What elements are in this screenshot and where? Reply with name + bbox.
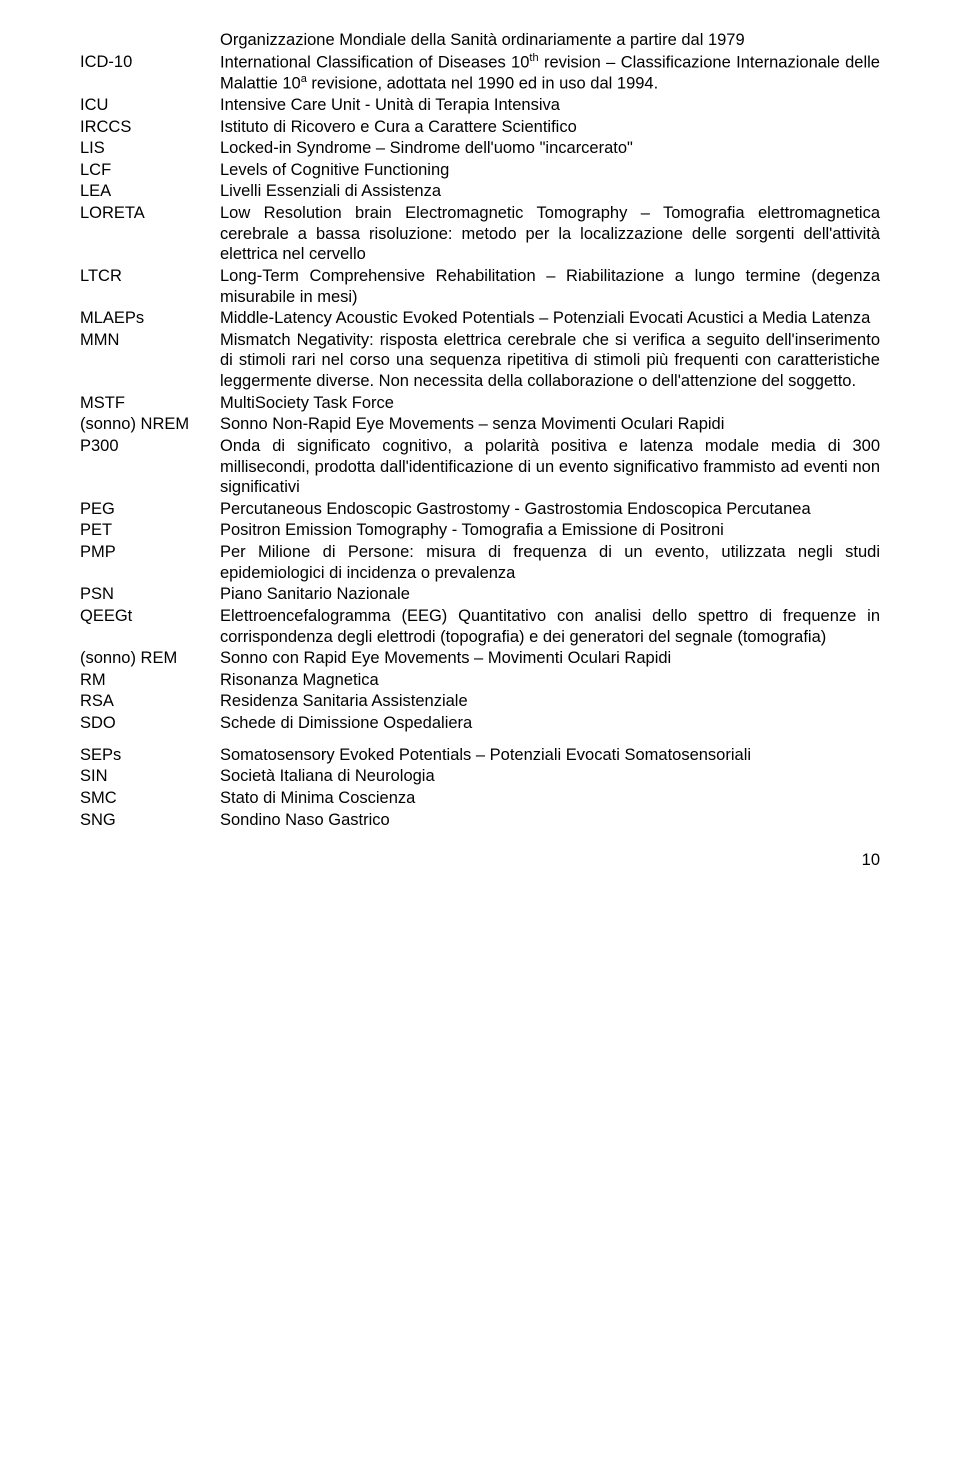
glossary-definition: Piano Sanitario Nazionale — [220, 584, 880, 605]
glossary-definition: Intensive Care Unit - Unità di Terapia I… — [220, 95, 880, 116]
glossary-definition: Long-Term Comprehensive Rehabilitation –… — [220, 266, 880, 307]
glossary-row: LORETALow Resolution brain Electromagnet… — [80, 203, 880, 265]
glossary-definition: Levels of Cognitive Functioning — [220, 160, 880, 181]
glossary-row: LEALivelli Essenziali di Assistenza — [80, 181, 880, 202]
glossary-term: MMN — [80, 330, 220, 351]
glossary-term: LIS — [80, 138, 220, 159]
glossary-row: PEGPercutaneous Endoscopic Gastrostomy -… — [80, 499, 880, 520]
glossary-row: SMCStato di Minima Coscienza — [80, 788, 880, 809]
glossary-row: (sonno) REMSonno con Rapid Eye Movements… — [80, 648, 880, 669]
glossary-row: LCFLevels of Cognitive Functioning — [80, 160, 880, 181]
glossary-term: LEA — [80, 181, 220, 202]
glossary-definition: Somatosensory Evoked Potentials – Potenz… — [220, 745, 880, 766]
glossary-definition: MultiSociety Task Force — [220, 393, 880, 414]
glossary-row: P300Onda di significato cognitivo, a pol… — [80, 436, 880, 498]
glossary-term: SDO — [80, 713, 220, 734]
glossary-definition: International Classification of Diseases… — [220, 52, 880, 94]
glossary-definition: Low Resolution brain Electromagnetic Tom… — [220, 203, 880, 265]
glossary-row: MLAEPsMiddle-Latency Acoustic Evoked Pot… — [80, 308, 880, 329]
glossary-definition: Percutaneous Endoscopic Gastrostomy - Ga… — [220, 499, 880, 520]
glossary-term: SMC — [80, 788, 220, 809]
glossary-definition: Locked-in Syndrome – Sindrome dell'uomo … — [220, 138, 880, 159]
glossary-term: SEPs — [80, 745, 220, 766]
glossary-row: LTCRLong-Term Comprehensive Rehabilitati… — [80, 266, 880, 307]
glossary-definition: Positron Emission Tomography - Tomografi… — [220, 520, 880, 541]
glossary-row: SDOSchede di Dimissione Ospedaliera — [80, 713, 880, 734]
page-number: 10 — [80, 850, 880, 871]
glossary-definition: Livelli Essenziali di Assistenza — [220, 181, 880, 202]
glossary-term: P300 — [80, 436, 220, 457]
glossary-row: PMPPer Milione di Persone: misura di fre… — [80, 542, 880, 583]
glossary-list: Organizzazione Mondiale della Sanità ord… — [80, 30, 880, 830]
glossary-term: QEEGt — [80, 606, 220, 627]
glossary-term: SIN — [80, 766, 220, 787]
glossary-definition: Schede di Dimissione Ospedaliera — [220, 713, 880, 734]
section-gap — [80, 735, 880, 745]
glossary-term: (sonno) REM — [80, 648, 220, 669]
glossary-row: SNGSondino Naso Gastrico — [80, 810, 880, 831]
glossary-term: LCF — [80, 160, 220, 181]
glossary-row: RMRisonanza Magnetica — [80, 670, 880, 691]
glossary-definition: Elettroencefalogramma (EEG) Quantitativo… — [220, 606, 880, 647]
glossary-term: (sonno) NREM — [80, 414, 220, 435]
glossary-row: PETPositron Emission Tomography - Tomogr… — [80, 520, 880, 541]
glossary-definition: Stato di Minima Coscienza — [220, 788, 880, 809]
glossary-term: MLAEPs — [80, 308, 220, 329]
glossary-row: ICD-10International Classification of Di… — [80, 52, 880, 94]
glossary-term: ICD-10 — [80, 52, 220, 73]
glossary-row: IRCCSIstituto di Ricovero e Cura a Carat… — [80, 117, 880, 138]
glossary-term: IRCCS — [80, 117, 220, 138]
glossary-definition: Società Italiana di Neurologia — [220, 766, 880, 787]
glossary-term: RM — [80, 670, 220, 691]
glossary-definition: Sonno con Rapid Eye Movements – Moviment… — [220, 648, 880, 669]
glossary-definition: Organizzazione Mondiale della Sanità ord… — [220, 30, 880, 51]
glossary-row: SEPsSomatosensory Evoked Potentials – Po… — [80, 745, 880, 766]
glossary-term: PEG — [80, 499, 220, 520]
glossary-definition: Middle-Latency Acoustic Evoked Potential… — [220, 308, 880, 329]
glossary-definition: Residenza Sanitaria Assistenziale — [220, 691, 880, 712]
glossary-term: PMP — [80, 542, 220, 563]
glossary-term: LTCR — [80, 266, 220, 287]
glossary-definition: Per Milione di Persone: misura di freque… — [220, 542, 880, 583]
glossary-term: ICU — [80, 95, 220, 116]
glossary-row: Organizzazione Mondiale della Sanità ord… — [80, 30, 880, 51]
glossary-row: QEEGtElettroencefalogramma (EEG) Quantit… — [80, 606, 880, 647]
glossary-term: LORETA — [80, 203, 220, 224]
glossary-term: SNG — [80, 810, 220, 831]
glossary-term: MSTF — [80, 393, 220, 414]
glossary-row: SINSocietà Italiana di Neurologia — [80, 766, 880, 787]
glossary-row: PSNPiano Sanitario Nazionale — [80, 584, 880, 605]
glossary-definition: Sonno Non-Rapid Eye Movements – senza Mo… — [220, 414, 880, 435]
glossary-row: (sonno) NREMSonno Non-Rapid Eye Movement… — [80, 414, 880, 435]
glossary-row: MMNMismatch Negativity: risposta elettri… — [80, 330, 880, 392]
glossary-definition: Istituto di Ricovero e Cura a Carattere … — [220, 117, 880, 138]
glossary-row: RSAResidenza Sanitaria Assistenziale — [80, 691, 880, 712]
glossary-term: PET — [80, 520, 220, 541]
glossary-term: PSN — [80, 584, 220, 605]
glossary-term: RSA — [80, 691, 220, 712]
glossary-definition: Risonanza Magnetica — [220, 670, 880, 691]
glossary-definition: Sondino Naso Gastrico — [220, 810, 880, 831]
glossary-row: LISLocked-in Syndrome – Sindrome dell'uo… — [80, 138, 880, 159]
glossary-definition: Mismatch Negativity: risposta elettrica … — [220, 330, 880, 392]
glossary-row: ICUIntensive Care Unit - Unità di Terapi… — [80, 95, 880, 116]
glossary-row: MSTFMultiSociety Task Force — [80, 393, 880, 414]
glossary-definition: Onda di significato cognitivo, a polarit… — [220, 436, 880, 498]
